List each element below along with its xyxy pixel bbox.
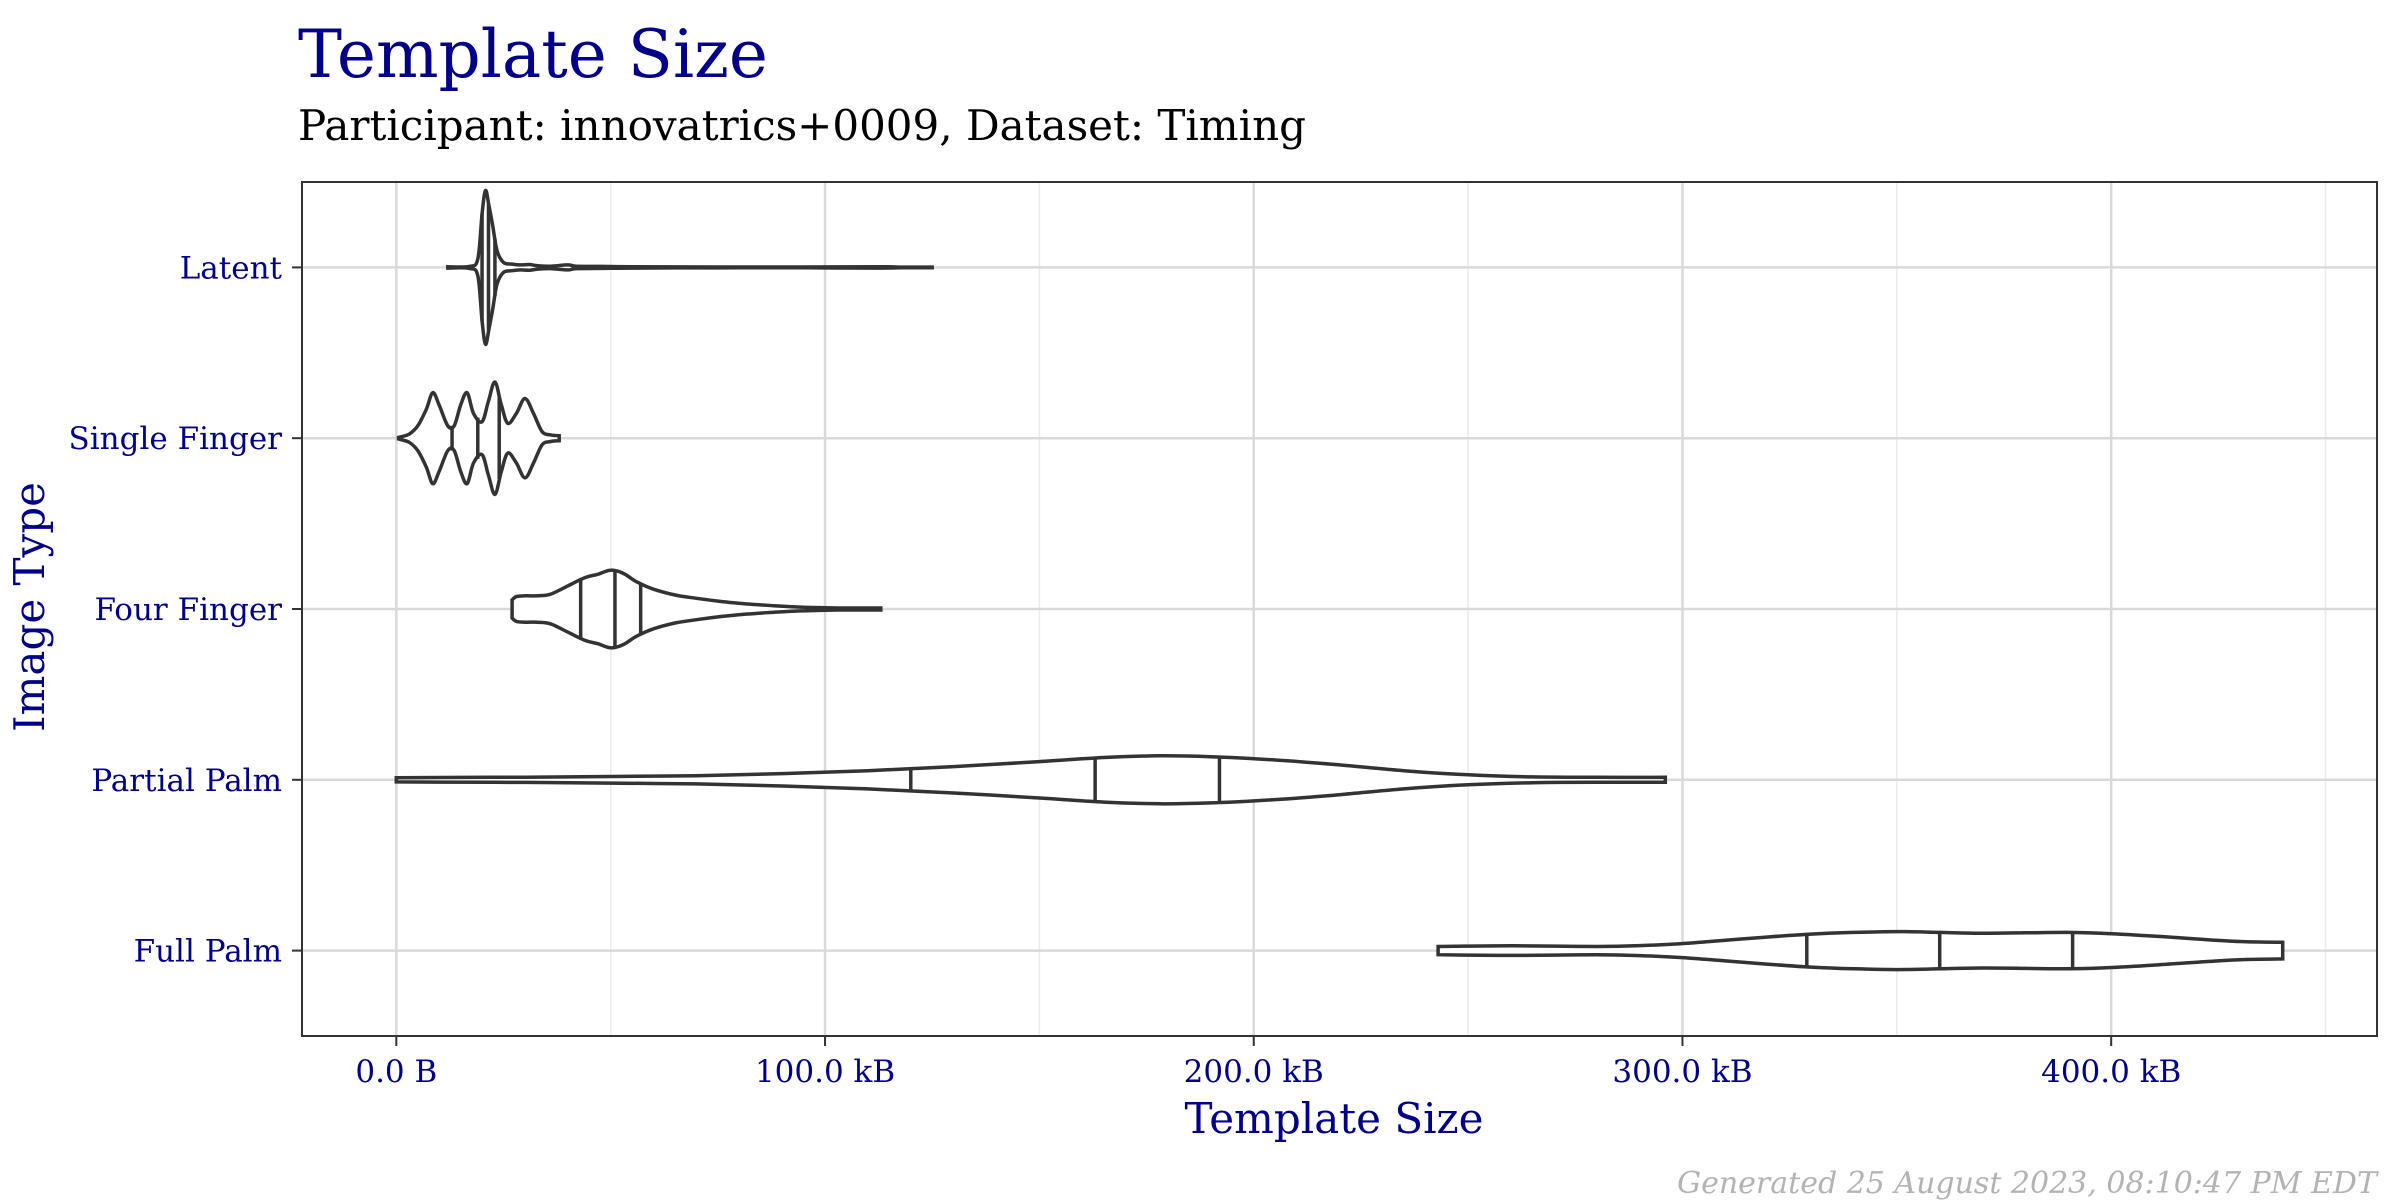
y-axis: Latent Single Finger Four Finger Partial Pa… <box>69 250 302 970</box>
x-axis: 0.0 B 100.0 kB 200.0 kB 300.0 kB 400.0 kB <box>355 1036 2181 1090</box>
chart-subtitle: Participant: innovatrics+0009, Dataset: … <box>298 101 1306 150</box>
y-tick-label: Four Finger <box>94 592 282 628</box>
x-tick-label: 300.0 kB <box>1612 1054 1752 1090</box>
violin-single-finger <box>396 380 561 497</box>
violins-layer <box>394 188 2285 972</box>
x-tick-label: 200.0 kB <box>1184 1054 1324 1090</box>
violin-outline <box>394 754 1668 806</box>
x-tick-label: 0.0 B <box>355 1054 437 1090</box>
x-tick-label: 400.0 kB <box>2041 1054 2181 1090</box>
violin-outline <box>1436 929 2285 972</box>
violin-four-finger <box>510 568 883 650</box>
violin-outline <box>510 568 883 650</box>
generated-caption: Generated 25 August 2023, 08:10:47 PM ED… <box>1677 1166 2379 1200</box>
y-tick-label: Latent <box>180 250 283 286</box>
x-axis-title: Template Size <box>1184 1094 1483 1143</box>
y-axis-title: Image Type <box>5 482 54 732</box>
y-tick-label: Partial Palm <box>91 763 282 799</box>
y-tick-label: Single Finger <box>69 421 283 457</box>
x-tick-label: 100.0 kB <box>755 1054 895 1090</box>
violin-partial-palm <box>394 754 1668 806</box>
violin-latent <box>446 188 934 347</box>
violin-outline <box>446 188 934 347</box>
violin-full-palm <box>1436 929 2285 972</box>
chart-title: Template Size <box>298 16 768 93</box>
y-tick-label: Full Palm <box>134 934 282 970</box>
